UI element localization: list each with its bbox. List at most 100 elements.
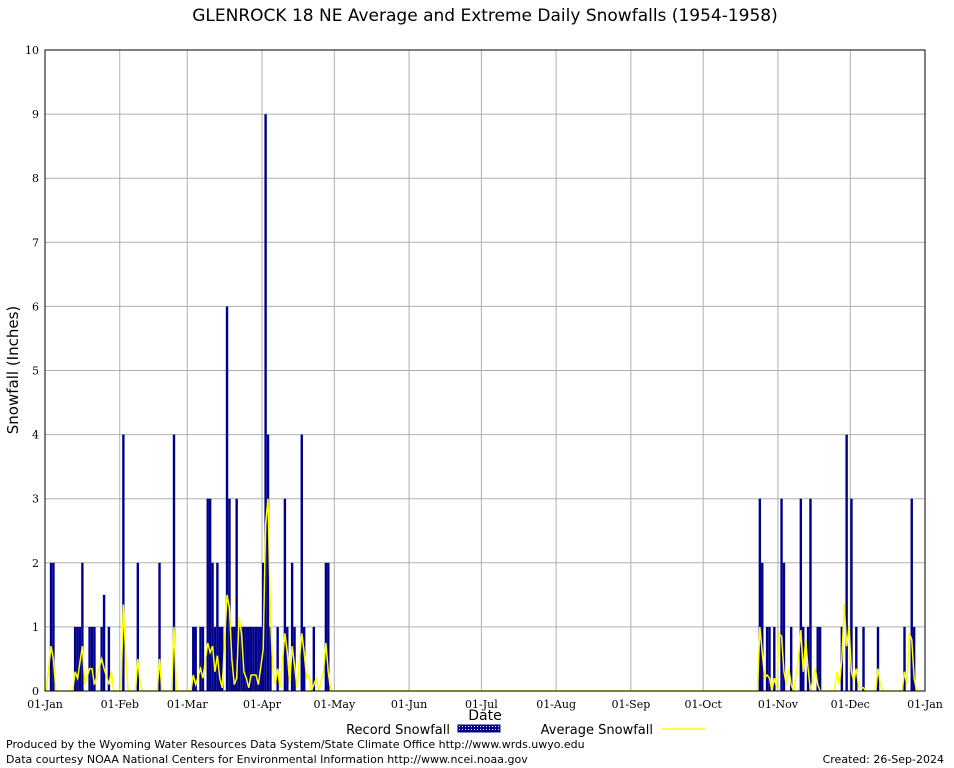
y-axis-label: Snowfall (Inches) [4,306,22,434]
x-tick-label: 01-Jun [391,698,427,711]
bar [208,498,212,691]
bar [233,626,236,691]
x-tick-label: 01-Feb [101,698,139,711]
y-tick-label: 8 [32,172,39,185]
bar [216,562,219,691]
bar [93,626,96,691]
bar [809,498,812,691]
x-axis-label: Date [468,708,501,724]
bar [768,626,771,691]
x-tick-label: 01-Nov [758,698,799,711]
bar [240,626,243,691]
y-tick-label: 2 [32,557,39,570]
legend-label: Average Snowfall [541,723,653,738]
bar [192,626,195,691]
chart-title: GLENROCK 18 NE Average and Extreme Daily… [192,6,778,26]
bar [218,626,221,691]
bar [816,626,819,691]
footer-text: Produced by the Wyoming Water Resources … [6,738,585,751]
bar [228,498,231,691]
bar [324,562,328,691]
x-tick-label: 01-Sep [611,698,650,711]
x-tick-label: 01-Dec [831,698,870,711]
bar [76,626,79,691]
bar [107,626,111,691]
bar [845,434,848,691]
bar [211,562,214,691]
bar [300,434,303,691]
bar [910,498,913,691]
bar [136,562,140,691]
bar [88,626,91,691]
x-tick-label: 01-Aug [536,698,576,711]
bar [782,562,786,691]
y-tick-label: 1 [32,621,39,634]
bar [806,626,810,691]
bar [862,626,865,691]
y-tick-label: 5 [32,365,39,378]
bar [290,562,294,691]
bar [235,498,238,691]
bar [237,626,241,691]
bar [765,626,769,691]
x-tick-label: 01-Oct [685,698,723,711]
bar [850,498,853,691]
footer-created: Created: 26-Sep-2024 [823,753,944,766]
y-tick-label: 6 [32,300,39,313]
bar [780,498,783,691]
y-tick-label: 3 [32,493,39,506]
x-tick-label: 01-Jul [465,698,498,711]
bar [158,562,161,691]
bar [102,594,106,691]
bar [242,626,246,691]
bar [254,626,258,691]
bar [264,114,267,692]
bar [172,434,176,691]
bar [876,626,880,691]
bar [221,626,224,691]
bar [293,626,296,691]
bar [245,626,248,691]
bar [49,562,53,691]
bar [758,498,762,691]
plot-frame [44,49,926,692]
x-tick-label: 01-Jan [907,698,943,711]
bar [199,626,202,691]
bar [252,626,255,691]
bar [773,626,776,691]
bar [903,626,906,691]
y-tick-label: 10 [25,44,39,57]
bar [818,626,822,691]
bar [247,626,250,691]
bar [213,626,217,691]
bar [259,626,262,691]
bar [912,626,916,691]
legend-label: Record Snowfall [346,723,450,738]
bar [761,562,764,691]
bar [90,626,94,691]
bar [855,626,858,691]
bar [73,626,77,691]
footer-text: Data courtesy NOAA National Centers for … [6,753,528,766]
x-tick-label: 01-Jan [27,698,63,711]
bar [52,562,55,691]
y-tick-label: 7 [32,236,39,249]
bar [799,498,803,691]
bar [327,562,330,691]
bar [81,562,84,691]
bar [276,626,279,691]
bar [225,306,229,691]
x-tick-label: 01-May [313,698,356,711]
bar [269,626,272,691]
x-tick-label: 01-Mar [167,698,209,711]
y-tick-label: 9 [32,108,39,121]
bar [201,626,205,691]
bar [789,626,793,691]
bar [266,434,270,691]
bar [249,626,253,691]
bar [122,434,125,691]
line [45,498,918,694]
bar [312,626,316,691]
bar [257,626,260,691]
